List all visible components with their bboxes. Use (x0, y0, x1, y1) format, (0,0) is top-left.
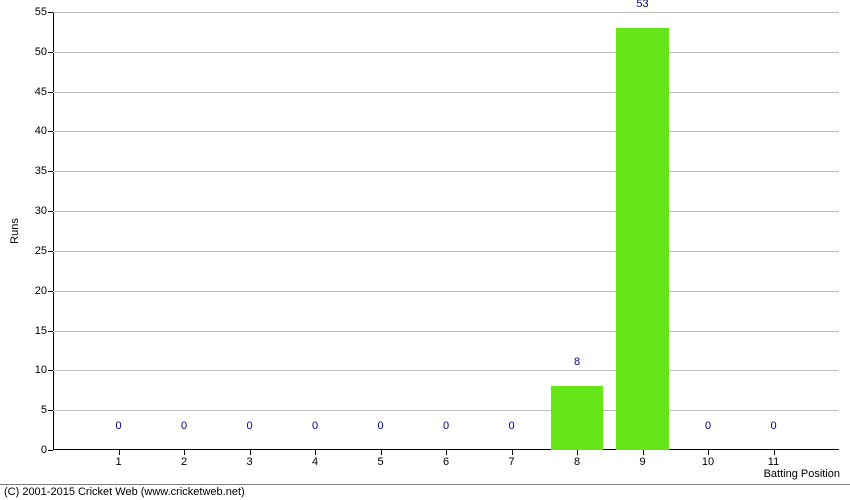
bar-value-label: 53 (636, 0, 648, 13)
xtick-label: 3 (246, 450, 252, 468)
ytick-label: 5 (41, 404, 53, 416)
gridline (53, 211, 839, 212)
bar-value-label: 0 (181, 420, 187, 435)
ytick-label: 45 (35, 86, 53, 98)
gridline (53, 291, 839, 292)
bar (616, 28, 668, 450)
ytick-label: 30 (35, 205, 53, 217)
gridline (53, 370, 839, 371)
bar-value-label: 0 (508, 420, 514, 435)
xtick-label: 9 (639, 450, 645, 468)
bar-value-label: 0 (246, 420, 252, 435)
ytick-label: 40 (35, 125, 53, 137)
ytick-label: 35 (35, 165, 53, 177)
xtick-label: 4 (312, 450, 318, 468)
xtick-label: 6 (443, 450, 449, 468)
bar-value-label: 0 (770, 420, 776, 435)
chart-container: 0510152025303540455055102030405060708895… (0, 0, 850, 500)
ytick-label: 0 (41, 444, 53, 456)
y-axis-line (53, 12, 54, 450)
gridline (53, 92, 839, 93)
gridline (53, 410, 839, 411)
xtick-label: 7 (508, 450, 514, 468)
xtick-label: 5 (377, 450, 383, 468)
x-axis-label: Batting Position (764, 468, 840, 480)
bar (551, 386, 603, 450)
xtick-label: 2 (181, 450, 187, 468)
gridline (53, 131, 839, 132)
ytick-label: 55 (35, 6, 53, 18)
bar-value-label: 0 (115, 420, 121, 435)
ytick-label: 15 (35, 325, 53, 337)
copyright-text: (C) 2001-2015 Cricket Web (www.cricketwe… (4, 486, 245, 498)
copyright-bar: (C) 2001-2015 Cricket Web (www.cricketwe… (0, 484, 850, 500)
bar-value-label: 0 (312, 420, 318, 435)
gridline (53, 251, 839, 252)
plot-area: 0510152025303540455055102030405060708895… (53, 12, 839, 450)
ytick-label: 25 (35, 245, 53, 257)
bar-value-label: 8 (574, 356, 580, 371)
ytick-label: 10 (35, 364, 53, 376)
gridline (53, 12, 839, 13)
xtick-label: 1 (115, 450, 121, 468)
gridline (53, 52, 839, 53)
bar-value-label: 0 (377, 420, 383, 435)
gridline (53, 331, 839, 332)
ytick-label: 20 (35, 285, 53, 297)
bar-value-label: 0 (705, 420, 711, 435)
ytick-label: 50 (35, 46, 53, 58)
xtick-label: 10 (702, 450, 714, 468)
xtick-label: 8 (574, 450, 580, 468)
y-axis-label: Runs (9, 218, 21, 244)
gridline (53, 171, 839, 172)
xtick-label: 11 (768, 450, 779, 468)
bar-value-label: 0 (443, 420, 449, 435)
